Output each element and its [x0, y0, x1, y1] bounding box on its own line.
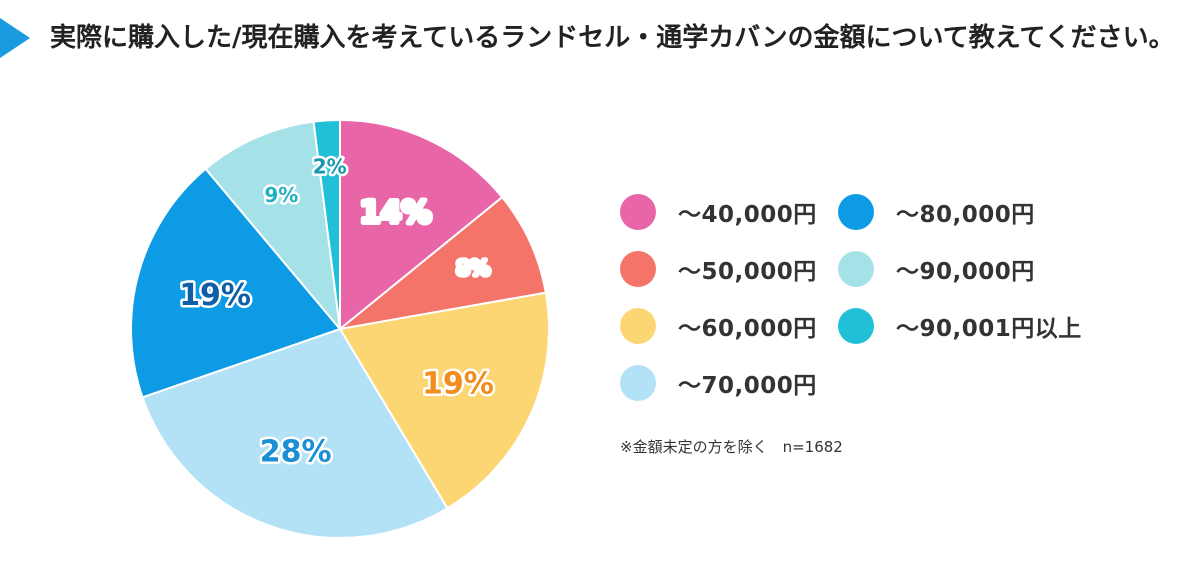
title-arrow-icon — [0, 18, 30, 58]
page-title: 実際に購入した/現在購入を考えているランドセル・通学カバンの金額について教えてく… — [50, 23, 1175, 53]
slice-value-label-5: 9% — [264, 183, 298, 207]
sample-note: ※金額未定の方を除く n=1682 — [620, 438, 843, 456]
pie-slice-5 — [204, 120, 342, 333]
pie-slice-4 — [130, 167, 342, 399]
pie-slice-3 — [141, 327, 449, 539]
pie-slice-2 — [338, 291, 550, 510]
slice-value-label-0: 14% — [360, 196, 432, 231]
pie-slice-6 — [312, 118, 341, 330]
slice-value-label-4: 19% — [179, 278, 251, 313]
slice-value-label-6: 2% — [313, 154, 347, 178]
pie-slice-1 — [336, 195, 547, 331]
slice-value-label-2: 19% — [422, 366, 494, 401]
pie-slice-0 — [339, 118, 504, 332]
slice-value-label-1: 8% — [456, 256, 490, 280]
slice-value-label-3: 28% — [260, 434, 332, 469]
